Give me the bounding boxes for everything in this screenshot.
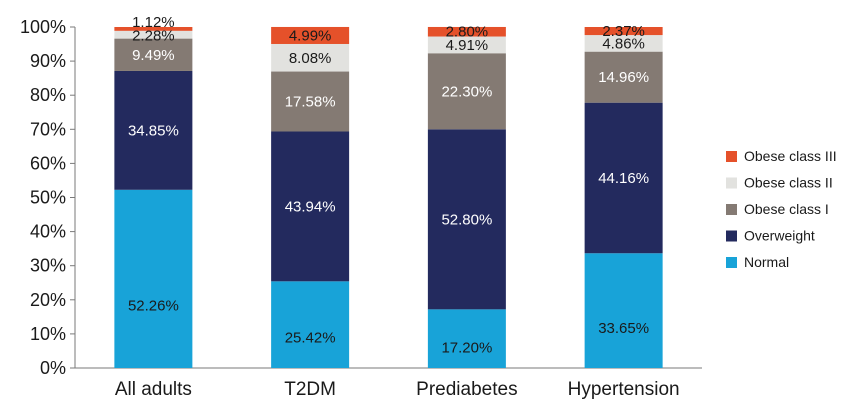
data-label: 4.99%	[289, 27, 332, 44]
legend-swatch	[726, 177, 737, 189]
bar-segment	[114, 70, 193, 190]
bar-segment	[271, 281, 350, 368]
y-tick-label: 50%	[30, 188, 66, 208]
bar-segment	[114, 27, 193, 31]
data-label: 33.65%	[598, 320, 649, 337]
y-tick-label: 70%	[30, 119, 66, 139]
bar-segment	[271, 131, 350, 282]
legend-label: Obese class II	[744, 175, 833, 191]
bar-segment	[271, 71, 350, 132]
data-label: 34.85%	[128, 122, 179, 139]
y-tick-label: 40%	[30, 222, 66, 242]
bar-segment	[114, 38, 193, 71]
bar-segment	[427, 53, 506, 130]
bar-segment	[427, 129, 506, 310]
data-label: 8.08%	[289, 50, 332, 67]
legend-swatch	[726, 204, 737, 215]
bar-segment	[427, 309, 506, 368]
y-tick-label: 20%	[30, 290, 66, 310]
y-tick-label: 60%	[30, 153, 66, 173]
data-label: 17.58%	[285, 94, 336, 111]
legend-swatch	[726, 257, 737, 268]
data-label: 17.20%	[441, 339, 492, 356]
data-label: 1.12%	[132, 14, 175, 31]
x-tick-label: Prediabetes	[416, 379, 517, 400]
legend: Obese class III Obese class II Obese class…	[726, 148, 837, 270]
x-axis: All adults T2DM Prediabetes Hypertension	[75, 367, 702, 400]
data-label: 22.30%	[441, 83, 492, 100]
data-label: 4.91%	[446, 37, 489, 54]
x-tick-label: T2DM	[284, 379, 336, 400]
legend-label: Obese class III	[744, 148, 837, 164]
y-tick-label: 80%	[30, 85, 66, 105]
data-label: 2.37%	[602, 23, 645, 40]
data-labels: 52.26% 34.85% 9.49% 2.28%1.12% 25.42% 43.94% 1…	[128, 14, 649, 356]
data-label: 43.94%	[285, 198, 336, 215]
bar-segment	[584, 51, 663, 103]
y-tick-label: 100%	[20, 17, 66, 37]
data-label: 14.96%	[598, 69, 649, 86]
bar-segment	[584, 253, 663, 368]
y-tick-label: 10%	[30, 324, 66, 344]
y-tick-label: 90%	[30, 51, 66, 71]
bars	[114, 26, 663, 368]
legend-swatch	[726, 151, 737, 162]
bar-segment	[584, 27, 663, 36]
bar-segment	[114, 30, 193, 39]
legend-label: Normal	[744, 254, 789, 270]
data-label: 52.80%	[441, 211, 492, 228]
data-label: 44.16%	[598, 170, 649, 187]
bar-segment	[584, 102, 663, 254]
bar-segment	[427, 26, 506, 37]
data-label: 25.42%	[285, 330, 336, 347]
legend-label: Obese class I	[744, 201, 829, 217]
legend-swatch	[726, 230, 737, 242]
x-tick-label: All adults	[115, 379, 192, 400]
y-axis: 0% 10% 20% 30% 40% 50% 60% 70% 80% 90% 100%	[20, 17, 76, 378]
y-tick-label: 30%	[30, 256, 66, 276]
bar-segment	[271, 26, 350, 44]
data-label: 52.26%	[128, 298, 179, 315]
data-label: 9.49%	[132, 47, 175, 64]
bar-segment	[271, 43, 350, 72]
data-label: 4.86%	[602, 35, 645, 52]
data-label: 2.28%	[132, 28, 175, 45]
y-tick-label: 0%	[40, 358, 66, 378]
x-tick-label: Hypertension	[568, 379, 680, 400]
legend-label: Overweight	[744, 228, 815, 244]
bar-segment	[114, 189, 193, 368]
data-label: 2.80%	[446, 24, 489, 41]
bar-segment	[427, 36, 506, 54]
bar-segment	[584, 35, 663, 52]
